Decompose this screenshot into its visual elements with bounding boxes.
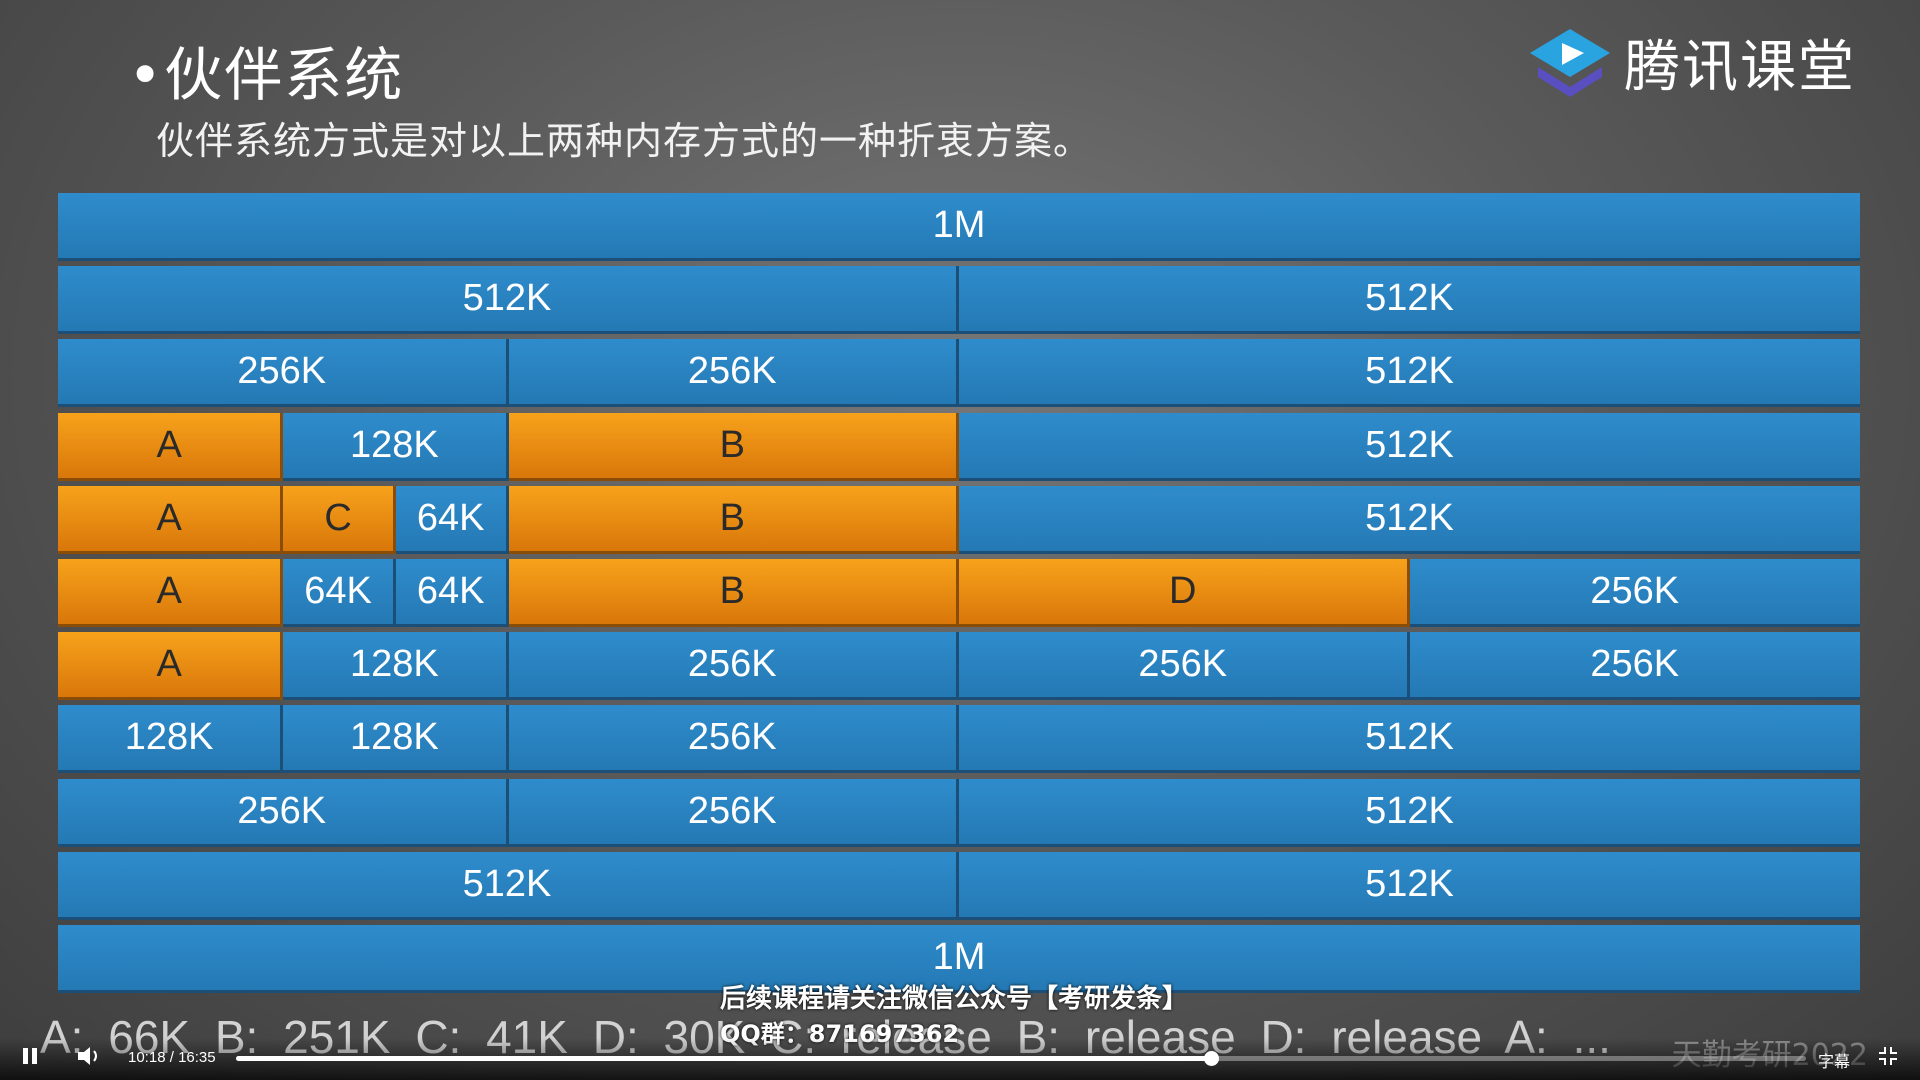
progress-fill <box>236 1056 1211 1061</box>
free-block: 128K <box>58 705 284 774</box>
allocated-block: A <box>58 485 284 554</box>
memory-row: 256K 256K 512K <box>58 778 1860 847</box>
free-block: 512K <box>959 851 1860 920</box>
free-block: 64K <box>395 559 509 627</box>
total-time: 16:35 <box>178 1049 216 1066</box>
free-block: 256K <box>58 778 509 847</box>
wechat-notice: 后续课程请关注微信公众号【考研发条】 <box>720 984 1189 1014</box>
free-block: 256K <box>1409 559 1860 627</box>
allocated-block: B <box>508 559 959 627</box>
pause-button[interactable] <box>22 1044 38 1072</box>
free-block: 128K <box>283 705 509 774</box>
subtitles-button[interactable]: 字幕 <box>1817 1052 1850 1071</box>
free-block: 64K <box>395 485 509 554</box>
time-separator: / <box>169 1049 174 1066</box>
play-logo-icon <box>1526 25 1614 101</box>
fullscreen-button[interactable] <box>1878 1044 1898 1072</box>
allocated-block: B <box>508 485 959 554</box>
memory-row: 128K 128K 256K 512K <box>58 705 1860 774</box>
free-block: 512K <box>58 851 959 920</box>
memory-row: A 128K B 512K <box>58 412 1860 481</box>
free-block: 1M <box>58 925 1860 993</box>
memory-row: 512K 512K <box>58 851 1860 920</box>
tencent-classroom-logo: 腾讯课堂 <box>1526 22 1856 103</box>
free-block: 128K <box>283 632 509 701</box>
memory-row: A 64K 64K B D 256K <box>58 559 1860 627</box>
free-block: 512K <box>58 266 959 335</box>
time-display: 10:18 / 16:35 <box>128 1049 216 1066</box>
free-block: 512K <box>959 705 1860 774</box>
free-block: 256K <box>508 339 959 408</box>
memory-row: 512K 512K <box>58 266 1860 335</box>
free-block: 128K <box>283 412 509 481</box>
volume-icon <box>76 1045 102 1071</box>
memory-row: 256K 256K 512K <box>58 339 1860 408</box>
allocated-block: A <box>58 559 284 627</box>
allocated-block: A <box>58 412 284 481</box>
current-time: 10:18 <box>128 1049 166 1066</box>
free-block: 256K <box>959 632 1410 701</box>
free-block: 256K <box>508 632 959 701</box>
free-block: 64K <box>283 559 396 627</box>
slide-title: •伙伴系统 <box>128 41 405 109</box>
memory-row: 1M <box>58 193 1860 261</box>
slide-subtitle: 伙伴系统方式是对以上两种内存方式的一种折衷方案。 <box>156 119 1093 163</box>
free-block: 512K <box>959 778 1860 847</box>
allocated-block: C <box>283 485 396 554</box>
free-block: 512K <box>959 485 1860 554</box>
progress-handle[interactable] <box>1203 1051 1219 1066</box>
pause-icon <box>22 1047 38 1069</box>
memory-row: 1M <box>58 925 1860 993</box>
allocated-block: B <box>508 412 959 481</box>
allocated-block: D <box>959 559 1410 627</box>
fullscreen-exit-icon <box>1878 1046 1898 1070</box>
free-block: 256K <box>508 778 959 847</box>
free-block: 512K <box>959 412 1860 481</box>
free-block: 256K <box>58 339 509 408</box>
free-block: 256K <box>1409 632 1860 701</box>
free-block: 512K <box>959 266 1860 335</box>
allocated-block: A <box>58 632 284 701</box>
memory-row: A C 64K B 512K <box>58 485 1860 554</box>
logo-text: 腾讯课堂 <box>1624 35 1856 100</box>
free-block: 1M <box>58 193 1860 261</box>
memory-row: A 128K 256K 256K 256K <box>58 632 1860 701</box>
free-block: 512K <box>959 339 1860 408</box>
volume-button[interactable] <box>76 1044 102 1072</box>
progress-bar[interactable] <box>236 1051 1806 1066</box>
free-block: 256K <box>508 705 959 774</box>
